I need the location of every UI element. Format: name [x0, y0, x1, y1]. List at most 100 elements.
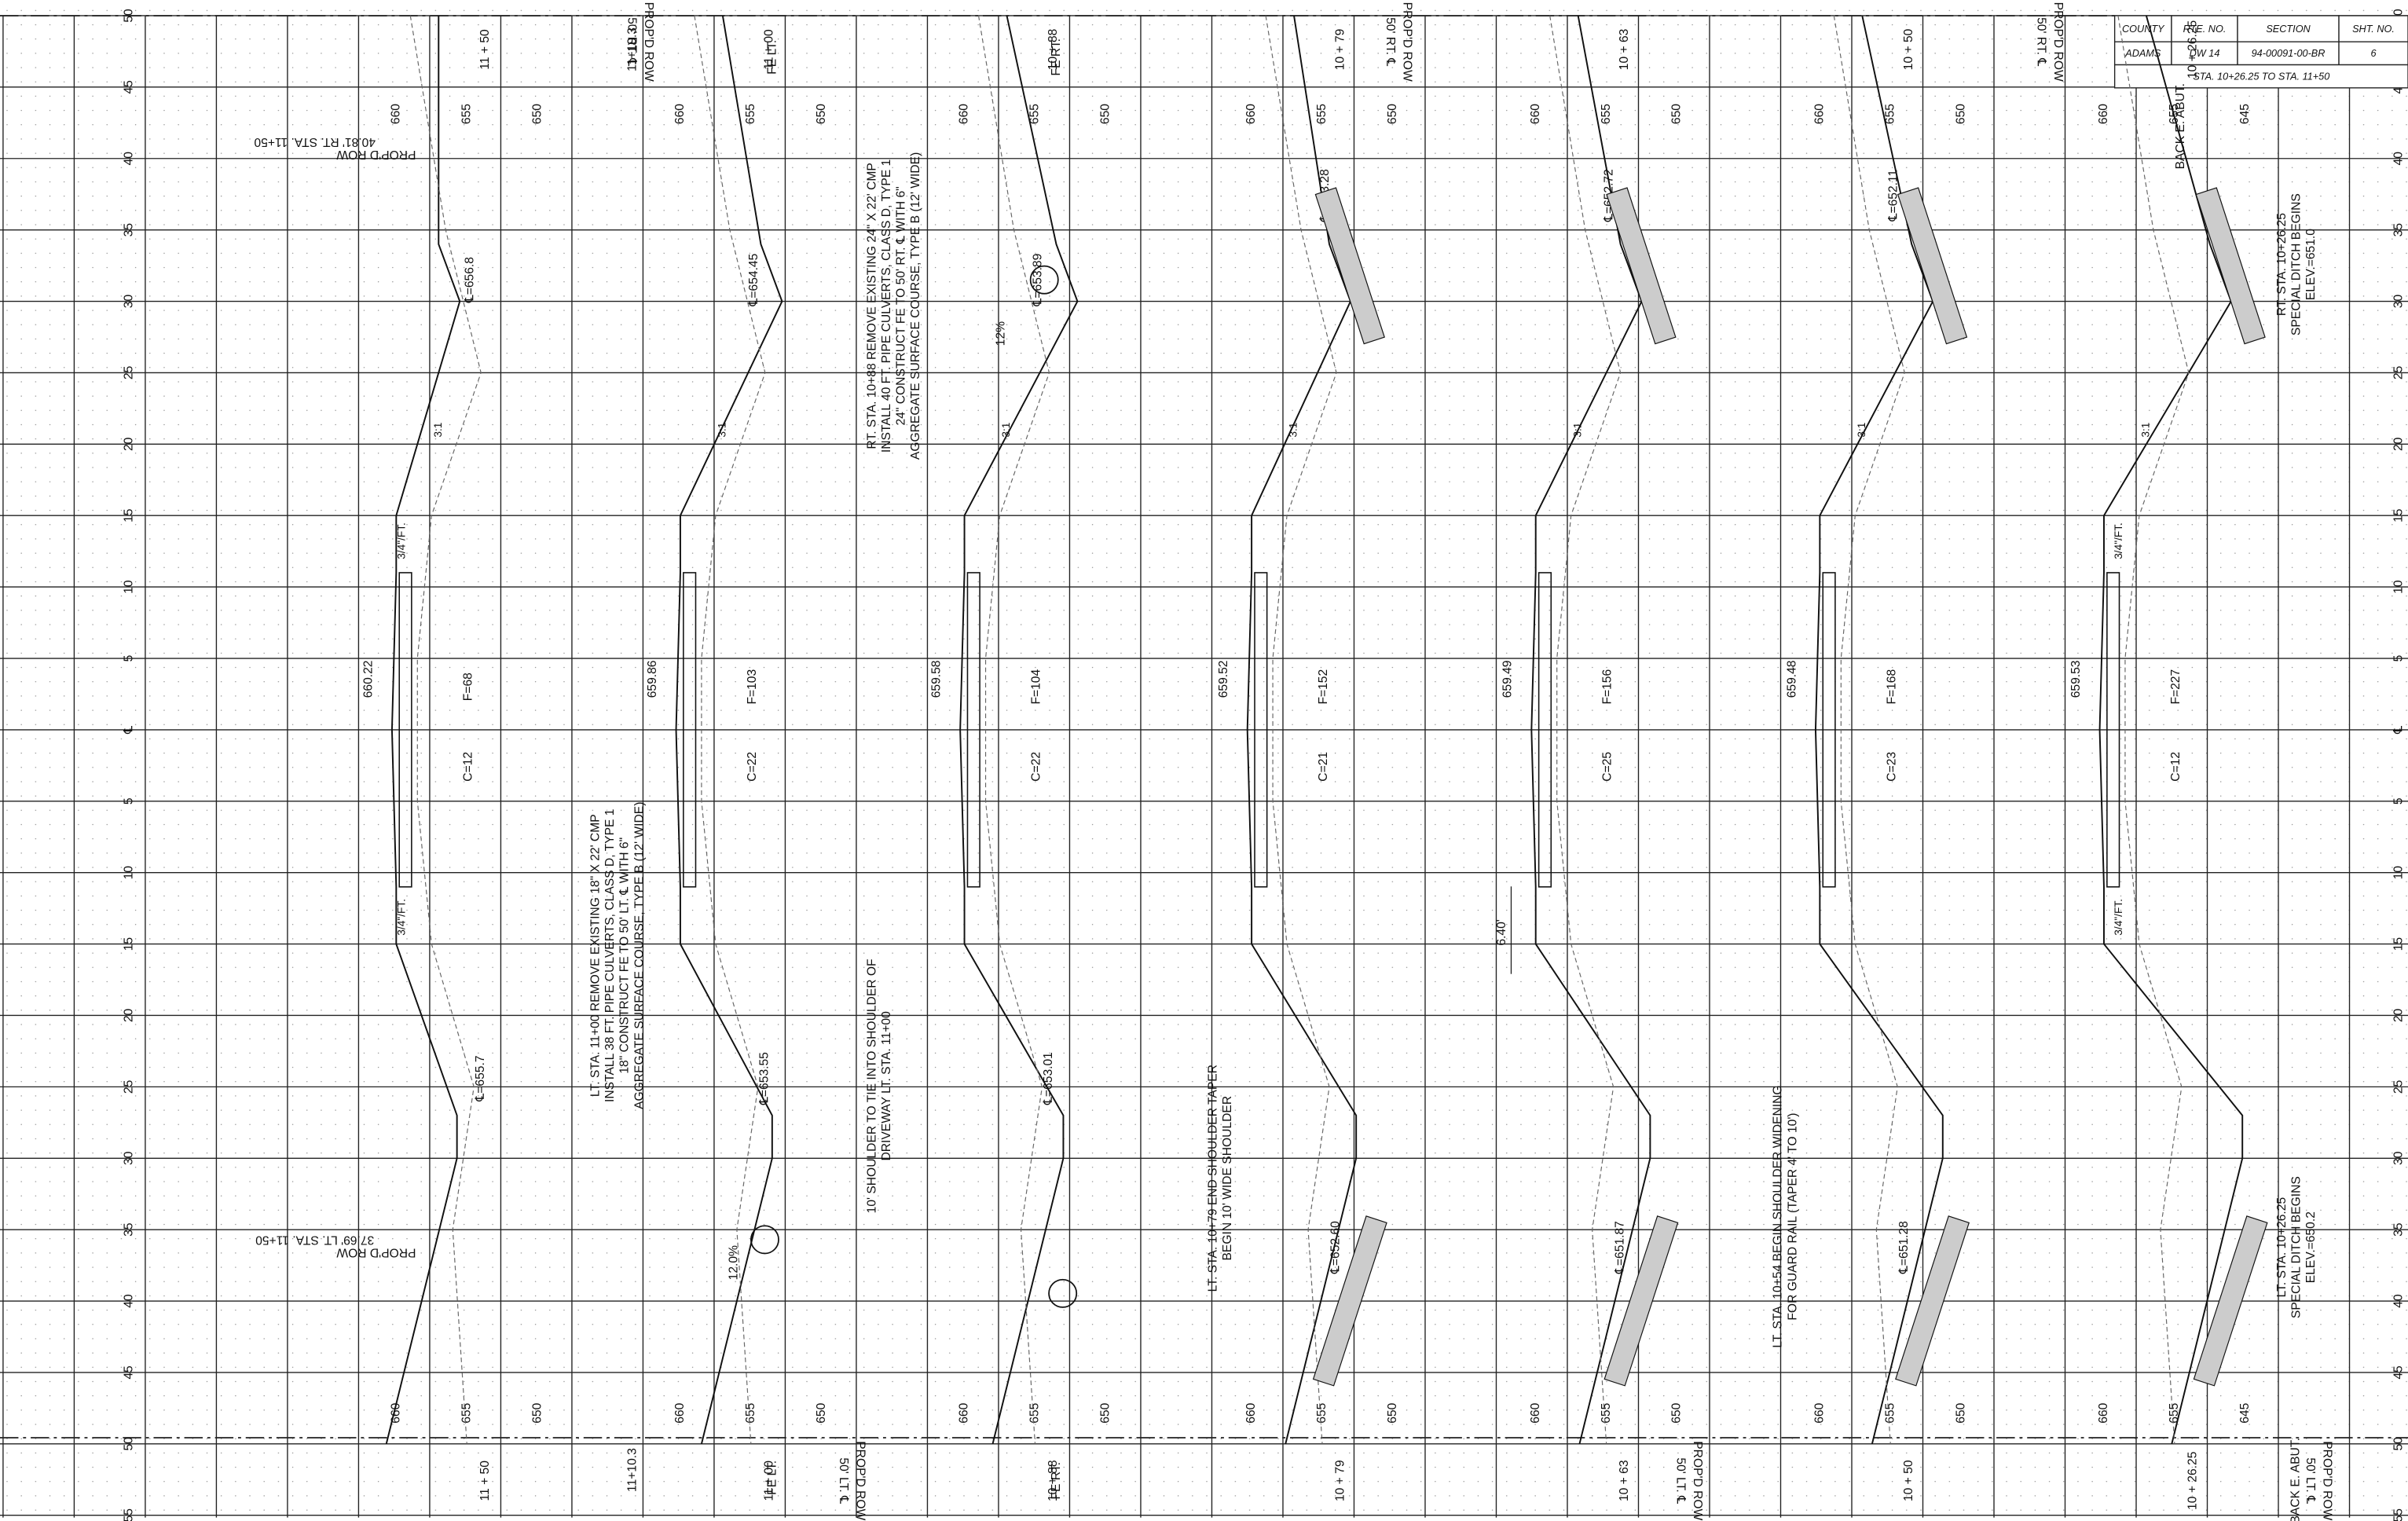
- offset-label: 20: [2392, 1008, 2405, 1022]
- slope-label: 3/4"/FT.: [2113, 522, 2124, 559]
- centerline-elevation: 659.86: [646, 661, 659, 698]
- pavement: [1822, 572, 1836, 888]
- elevation-label: 660: [2097, 104, 2110, 124]
- note-line: LT. STA. 11+00 REMOVE EXISTING 18" X 22'…: [589, 814, 603, 1097]
- offset-label: 10: [122, 580, 135, 594]
- edge-label: BACK E. ABUT.: [2289, 1438, 2302, 1521]
- station-label: 11 + 00: [762, 29, 775, 70]
- note-line: PROP'D ROW: [336, 148, 416, 161]
- elevation-label: 655: [1600, 104, 1613, 124]
- station-label: 11+10.3: [625, 1448, 639, 1492]
- centerline-elevation: 659.58: [930, 660, 944, 698]
- cut-label: C=12: [461, 752, 475, 782]
- elevation-label: 645: [2238, 104, 2252, 124]
- offset-label: 40: [2392, 1294, 2405, 1308]
- elevation-label: 650: [1099, 104, 1112, 124]
- offset-label: 40: [2392, 152, 2405, 166]
- design-profile: [385, 15, 461, 1445]
- offset-label: 20: [122, 437, 135, 451]
- note-line: ELEV.=651.0: [2304, 229, 2318, 300]
- fill-label: F=68: [461, 673, 475, 701]
- elevation-label: 655: [1315, 1402, 1329, 1423]
- centerline-elevation: 659.48: [1785, 660, 1798, 698]
- offset-label: 35: [122, 1222, 135, 1237]
- elevation-label: 650: [1670, 1402, 1684, 1423]
- existing-ground: [2117, 15, 2190, 1444]
- note-line: ELEV.=650.2: [2304, 1211, 2318, 1283]
- centerline-elevation: 660.22: [361, 661, 375, 698]
- edge-label: FE LT.: [765, 40, 779, 75]
- grid: [0, 15, 2408, 1518]
- note-line: FOR GUARD RAIL (TAPER 4' TO 10'): [1786, 1112, 1799, 1320]
- slope-label: 3/4"/FT.: [2113, 899, 2124, 936]
- edge-label: PROP'D ROW: [2051, 2, 2065, 82]
- elevation-label: 650: [1954, 104, 1967, 124]
- offset-label: 35: [122, 223, 135, 237]
- centerline-elevation: 659.49: [1501, 661, 1515, 698]
- offset-label: 35: [2392, 223, 2405, 237]
- existing-ground: [1833, 15, 1905, 1444]
- offset-label: 40: [122, 152, 135, 166]
- station-label: 10 + 63: [1618, 29, 1631, 71]
- pavement: [966, 572, 980, 888]
- title-cell: [2171, 15, 2238, 42]
- offset-label: 10: [122, 866, 135, 880]
- station-label: 10 + 26.25: [2186, 20, 2199, 79]
- ditch-elevation: ℄=652.60: [1329, 1221, 1343, 1274]
- note-line: PROP'D ROW: [336, 1245, 416, 1259]
- cut-label: C=12: [2169, 752, 2183, 782]
- ditch-elevation: ℄=651.87: [1613, 1221, 1626, 1274]
- edge-label: 50' RT. ℄: [2035, 17, 2048, 67]
- offset-label: 10: [2392, 866, 2405, 880]
- title-text: COUNTY: [2122, 24, 2165, 35]
- offset-label: 15: [122, 508, 135, 522]
- culvert: [1029, 265, 1059, 295]
- elevation-label: 660: [1529, 104, 1542, 124]
- note-line: RT. STA. 10+88 REMOVE EXISTING 24" X 22'…: [865, 163, 878, 449]
- edge-label: 50' LT. ℄: [837, 1457, 850, 1505]
- riprap: [1604, 1215, 1679, 1387]
- note-line: LT. STA. 10+54 BEGIN SHOULDER WIDENING: [1772, 1085, 1785, 1347]
- offset-label: 55: [2392, 1508, 2405, 1521]
- title-text: ADAMS: [2124, 48, 2161, 59]
- fill-label: F=227: [2169, 669, 2183, 705]
- station-label: 10 + 88: [1046, 28, 1060, 70]
- note-line: AGGREGATE SURFACE COURSE, TYPE B (12' WI…: [909, 152, 922, 460]
- edge-label: 50' LT. ℄: [2304, 1457, 2317, 1505]
- existing-ground: [1549, 15, 1622, 1444]
- culvert: [1048, 1278, 1078, 1308]
- ditch-elevation: ℄=654.45: [747, 253, 761, 306]
- offset-label: 25: [122, 365, 135, 379]
- station-label: 11 + 50: [478, 29, 492, 70]
- pavement: [1538, 572, 1552, 888]
- edge-label: FE RT.: [1050, 1462, 1063, 1499]
- note-line: LT. STA. 10+26.25: [2275, 1197, 2289, 1298]
- offset-label: 30: [122, 295, 135, 309]
- elevation-label: 655: [1028, 1402, 1042, 1423]
- elevation-label: 660: [389, 104, 402, 124]
- fill-label: F=103: [746, 669, 759, 705]
- offset-label: 30: [2392, 295, 2405, 309]
- elevation-label: 650: [1954, 1402, 1967, 1423]
- elevation-label: 660: [1812, 1402, 1826, 1423]
- cut-label: C=22: [746, 752, 759, 782]
- title-text: 94-00091-00-BR: [2252, 48, 2326, 59]
- title-cell: [2338, 15, 2408, 42]
- edge-label: PROP'D ROW: [854, 1441, 867, 1520]
- title-text: SECTION: [2266, 24, 2311, 35]
- dimension-label: 6.40': [1495, 919, 1508, 945]
- edge-label: FE RT.: [1050, 38, 1063, 75]
- design-profile: [1246, 15, 1358, 1445]
- edge-label: 50' RT. ℄: [1384, 17, 1397, 67]
- slope-label: 3/4"/FT.: [396, 899, 408, 936]
- elevation-label: 655: [1883, 104, 1897, 124]
- offset-label: 15: [122, 937, 135, 951]
- offset-label: ℄: [2392, 725, 2405, 735]
- offset-label: 45: [2392, 1365, 2405, 1380]
- offset-label: 5: [122, 654, 135, 662]
- elevation-label: 655: [460, 104, 473, 124]
- offset-label: 5: [122, 797, 135, 804]
- note-line: 40.81' RT. STA. 11+50: [254, 135, 376, 148]
- ditch-elevation: ℄=656.8: [463, 257, 476, 304]
